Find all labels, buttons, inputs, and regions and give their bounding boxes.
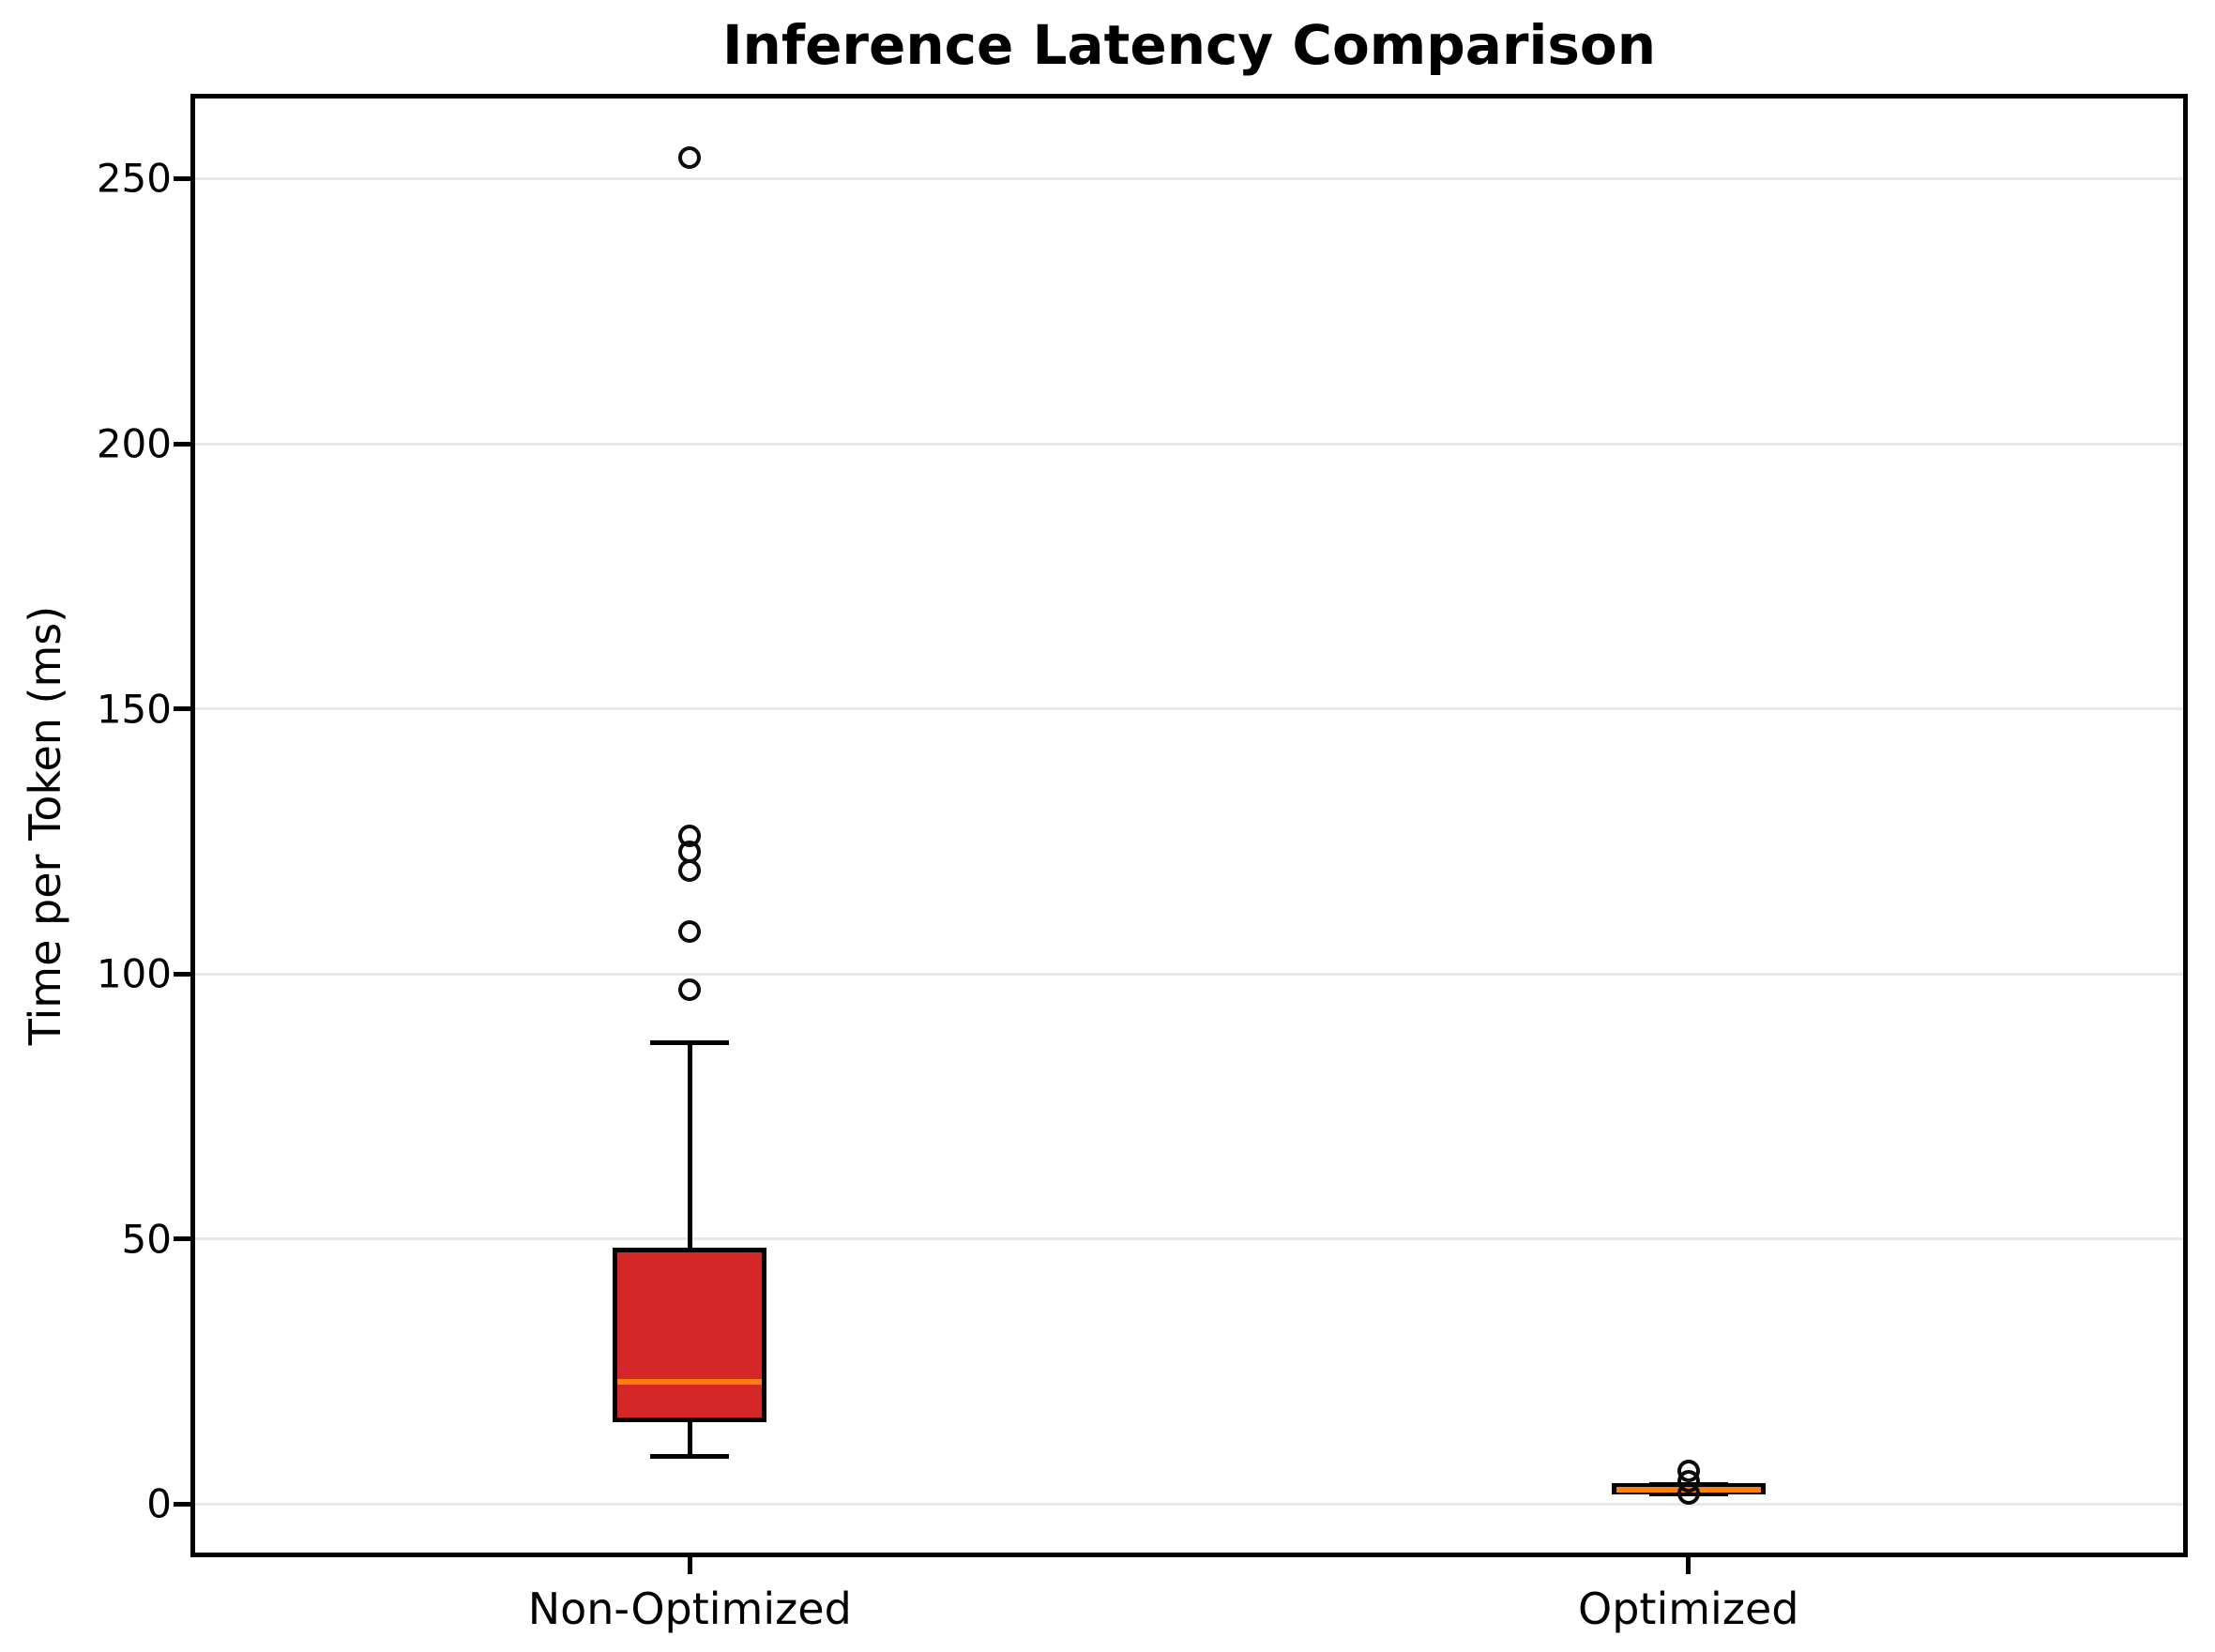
chart-title: Inference Latency Comparison — [721, 13, 1657, 77]
gridline — [193, 707, 2185, 711]
whisker-lower — [687, 1419, 692, 1457]
gridline — [193, 442, 2185, 446]
x-tick-label: Non-Optimized — [527, 1584, 852, 1634]
y-tick-label: 100 — [96, 950, 172, 997]
x-tick — [687, 1557, 692, 1574]
outlier-point — [678, 145, 702, 169]
gridline — [193, 1237, 2185, 1241]
y-tick-label: 50 — [121, 1216, 172, 1263]
outlier-point — [678, 859, 702, 883]
gridline — [193, 972, 2185, 976]
whisker-upper — [687, 1042, 692, 1250]
gridline — [193, 1502, 2185, 1506]
y-tick-label: 150 — [96, 686, 172, 733]
median-line — [617, 1379, 763, 1386]
y-tick — [174, 1236, 190, 1242]
plot-frame — [190, 94, 2188, 1557]
gridline — [193, 176, 2185, 180]
y-tick — [174, 971, 190, 977]
y-tick — [174, 175, 190, 181]
y-tick-label: 200 — [96, 420, 172, 467]
x-tick — [1686, 1557, 1692, 1574]
outlier-point — [678, 978, 702, 1002]
outlier-point — [1676, 1482, 1700, 1506]
y-tick-label: 0 — [146, 1480, 172, 1527]
outlier-point — [678, 920, 702, 944]
y-tick — [174, 441, 190, 447]
y-tick — [174, 1501, 190, 1507]
box — [613, 1247, 767, 1422]
x-tick-label: Optimized — [1578, 1584, 1799, 1634]
y-tick-label: 250 — [96, 155, 172, 202]
whisker-cap-upper — [650, 1040, 730, 1046]
whisker-cap-lower — [650, 1454, 730, 1460]
y-tick — [174, 706, 190, 712]
